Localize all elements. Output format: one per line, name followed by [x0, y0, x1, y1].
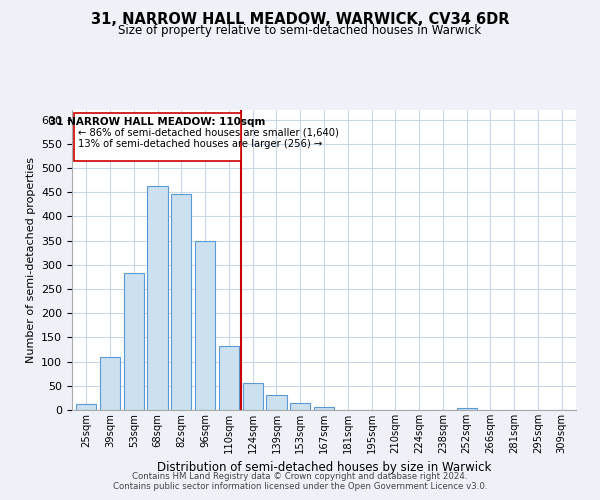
- Text: ← 86% of semi-detached houses are smaller (1,640): ← 86% of semi-detached houses are smalle…: [78, 128, 339, 138]
- Bar: [314, 406, 334, 410]
- Text: Contains HM Land Registry data © Crown copyright and database right 2024.: Contains HM Land Registry data © Crown c…: [132, 472, 468, 481]
- Bar: [74, 114, 241, 161]
- Text: Contains public sector information licensed under the Open Government Licence v3: Contains public sector information licen…: [113, 482, 487, 491]
- Bar: [124, 273, 144, 410]
- Text: 31 NARROW HALL MEADOW: 110sqm: 31 NARROW HALL MEADOW: 110sqm: [49, 118, 266, 128]
- Bar: [457, 408, 477, 410]
- Text: 31, NARROW HALL MEADOW, WARWICK, CV34 6DR: 31, NARROW HALL MEADOW, WARWICK, CV34 6D…: [91, 12, 509, 28]
- Bar: [219, 346, 239, 410]
- Bar: [148, 186, 167, 410]
- Bar: [171, 194, 191, 410]
- Bar: [76, 404, 97, 410]
- Bar: [100, 357, 120, 410]
- X-axis label: Distribution of semi-detached houses by size in Warwick: Distribution of semi-detached houses by …: [157, 462, 491, 474]
- Text: Size of property relative to semi-detached houses in Warwick: Size of property relative to semi-detach…: [118, 24, 482, 37]
- Bar: [195, 241, 215, 410]
- Y-axis label: Number of semi-detached properties: Number of semi-detached properties: [26, 157, 35, 363]
- Bar: [242, 383, 263, 410]
- Bar: [290, 403, 310, 410]
- Bar: [266, 395, 287, 410]
- Text: 13% of semi-detached houses are larger (256) →: 13% of semi-detached houses are larger (…: [78, 138, 322, 148]
